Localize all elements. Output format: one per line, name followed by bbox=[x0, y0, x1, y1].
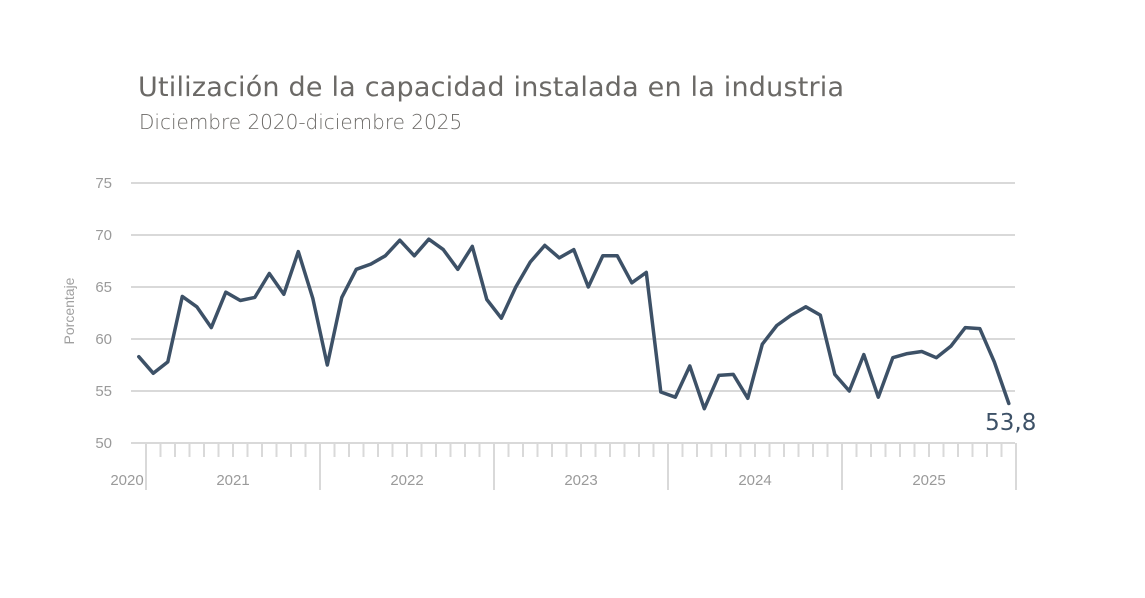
x-tick-label: 2024 bbox=[738, 472, 771, 489]
chart-title: Utilización de la capacidad instalada en… bbox=[138, 72, 845, 103]
gridlines bbox=[131, 182, 1015, 444]
y-axis-label: Porcentaje bbox=[61, 277, 77, 344]
y-tick-label: 50 bbox=[95, 435, 112, 452]
x-tick-label: 2025 bbox=[912, 472, 945, 489]
y-tick-label: 65 bbox=[95, 279, 112, 296]
annotations: 53,8 bbox=[985, 410, 1036, 436]
x-tick-label: 2022 bbox=[390, 472, 423, 489]
x-tick-label: 2021 bbox=[216, 472, 249, 489]
y-tick-label: 75 bbox=[95, 175, 112, 192]
y-tick-label: 60 bbox=[95, 331, 112, 348]
x-tick-label: 2023 bbox=[564, 472, 597, 489]
y-tick-label: 70 bbox=[95, 227, 112, 244]
x-tick-label: 2020 bbox=[110, 472, 143, 489]
end-value-label: 53,8 bbox=[985, 410, 1036, 436]
y-axis-ticks: 50 55 60 65 70 75 bbox=[95, 175, 112, 452]
x-axis: 2020 2021 2022 2023 2024 2025 bbox=[110, 443, 1017, 490]
series-line bbox=[137, 237, 1011, 411]
series-layer bbox=[137, 237, 1011, 411]
chart-subtitle: Diciembre 2020-diciembre 2025 bbox=[139, 110, 463, 134]
y-tick-label: 55 bbox=[95, 383, 112, 400]
